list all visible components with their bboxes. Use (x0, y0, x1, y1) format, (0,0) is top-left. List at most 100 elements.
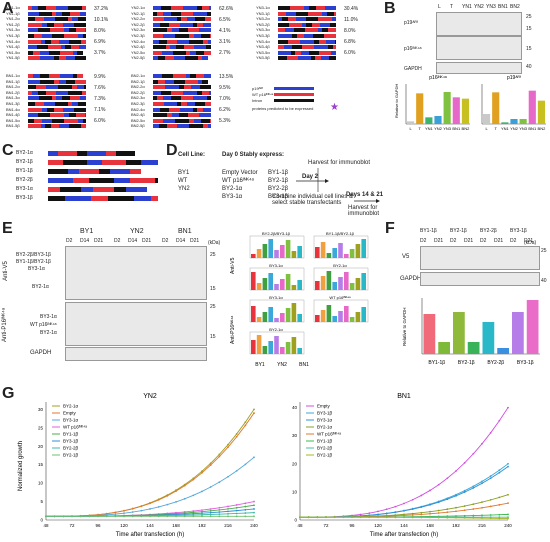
construct-segment (58, 151, 77, 156)
transcript-segment (69, 124, 81, 129)
panel-label-e: E (2, 220, 13, 237)
construct-bar (48, 187, 158, 192)
transcript-segment (28, 6, 32, 10)
transcript-segment (169, 107, 180, 112)
construct-segment (81, 187, 93, 192)
series-point (209, 462, 212, 465)
mini-bar (274, 250, 279, 258)
panel-label-c: C (2, 142, 14, 159)
transcript-segment (306, 17, 318, 22)
series-point (429, 512, 431, 515)
transcript-segment (301, 50, 309, 55)
transcript-segment (167, 39, 177, 44)
y-axis-label: Relative to GAPDH (394, 84, 399, 118)
transcript-segment (54, 79, 59, 84)
percentage: 5.3% (219, 118, 231, 124)
transcript-segment (28, 124, 41, 129)
y-axis-label: Relative to GAPDH (402, 307, 407, 346)
row-label: YN1-5α (6, 49, 20, 55)
transcript-segment (194, 118, 201, 123)
bar (416, 93, 424, 124)
transcript-segment (153, 28, 167, 33)
series-point (183, 497, 186, 500)
transcript-segment (166, 45, 170, 50)
transcript-segment (28, 50, 33, 55)
mini-bar (332, 248, 337, 258)
series-point (201, 490, 203, 493)
series-point (192, 514, 195, 516)
series-point (394, 516, 397, 519)
series-point (201, 513, 203, 516)
series-point (403, 502, 405, 505)
row-label: YN3-3β (256, 33, 270, 38)
percentage: 9.9% (94, 74, 106, 80)
transcript-segment (284, 45, 292, 50)
transcript-segment (324, 34, 336, 38)
mini-bar (291, 303, 297, 322)
series-point (227, 512, 229, 515)
transcript-segment (313, 34, 324, 38)
transcript-segment (208, 39, 211, 44)
transcript-segment (28, 17, 35, 22)
transcript-segment (319, 50, 331, 55)
tick-label: YN3 (519, 126, 528, 131)
transcript-bar (28, 107, 86, 112)
transcript-segment (278, 22, 289, 27)
construct-segment (126, 160, 141, 165)
transcript-segment (196, 50, 204, 55)
series-point (377, 516, 379, 519)
transcript-segment (28, 90, 32, 95)
mini-bar (256, 249, 262, 258)
transcript-segment (34, 34, 42, 38)
mini-bar (251, 340, 256, 354)
group-yn2: YN2 (130, 228, 144, 235)
percentage: 8.0% (344, 28, 356, 34)
panel-label-b: B (384, 0, 396, 17)
transcript-segment (46, 90, 56, 95)
transcript-segment (59, 79, 66, 84)
transcript-segment (165, 56, 174, 61)
panel-f-chart: BY1-1β BY2-1β BY2-2β BY3-1β Relative to GAPD… (402, 298, 540, 366)
series-point (192, 494, 195, 497)
series-point (192, 510, 195, 512)
blot-p16 (65, 302, 207, 346)
transcript-segment (306, 22, 312, 27)
mini-bar (285, 240, 291, 258)
percentage: 6.0% (344, 50, 356, 56)
series-point (157, 499, 160, 501)
transcript-segment (68, 17, 72, 22)
transcript-segment (74, 22, 86, 27)
transcript-segment (39, 11, 52, 16)
row-label: BN1-1β (6, 78, 20, 84)
transcript-segment (64, 113, 69, 118)
construct-segment (65, 196, 91, 201)
row-label: YN1-1α (6, 5, 20, 10)
transcript-segment (153, 11, 157, 16)
day0-col2-1: BY2-1β (268, 178, 289, 184)
x-tick-label: 72 (323, 523, 329, 528)
bar (482, 322, 495, 354)
series-point (498, 496, 501, 499)
series-point (192, 511, 195, 514)
series-point (201, 470, 203, 473)
transcript-segment (202, 79, 208, 84)
construct-segment (48, 169, 68, 174)
series-point (157, 506, 160, 508)
mini-bar (355, 278, 361, 290)
series-point (394, 505, 397, 508)
lane-label: YN2 (474, 4, 484, 10)
transcript-segment (181, 11, 193, 16)
transcript-segment (51, 124, 59, 129)
transcript-bar (153, 107, 211, 112)
transcript-segment (153, 6, 161, 10)
v5-label-3: BY2-1α (32, 284, 49, 290)
y-tick-label: 25 (38, 425, 44, 430)
transcript-segment (44, 17, 55, 22)
mini-bar (338, 243, 343, 258)
series-point (114, 515, 117, 518)
transcript-segment (176, 45, 184, 50)
row-label: YN1-4α (6, 38, 20, 44)
transcript-segment (197, 6, 202, 10)
v5-label: V5 (402, 254, 410, 260)
transcript-segment (81, 39, 86, 44)
